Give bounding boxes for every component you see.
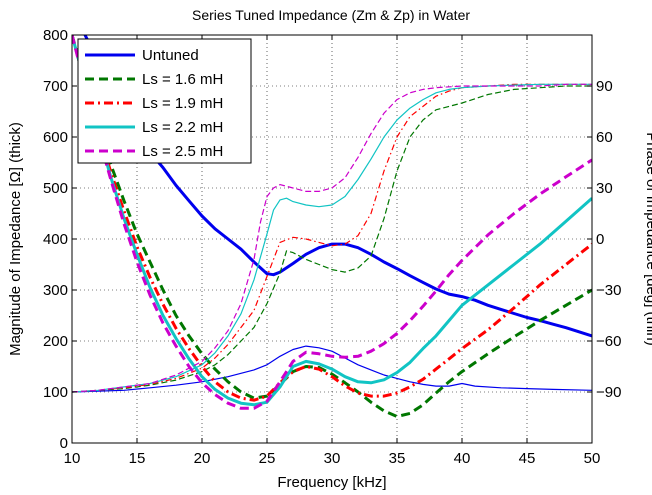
series-magnitude-untuned	[83, 35, 592, 338]
legend-label-ls-2-2-mh: Ls = 2.2 mH	[142, 119, 223, 136]
x-tick-label: 45	[519, 450, 536, 467]
chart-title: Series Tuned Impedance (Zm & Zp) in Wate…	[192, 7, 470, 23]
y-left-tick-label: 100	[43, 384, 68, 401]
y-left-tick-label: 500	[43, 180, 68, 197]
x-tick-label: 50	[584, 450, 601, 467]
y-left-tick-label: 700	[43, 78, 68, 95]
series-phase-ls-2-5-mh	[72, 83, 592, 393]
series-phase-ls-1-6-mh	[72, 85, 592, 393]
y-left-tick-label: 300	[43, 282, 68, 299]
legend-label-ls-2-5-mh: Ls = 2.5 mH	[142, 143, 223, 160]
x-tick-label: 10	[64, 450, 81, 467]
plot-series	[72, 35, 592, 418]
axis-ticks	[71, 34, 593, 444]
x-tick-label: 40	[454, 450, 471, 467]
series-magnitude-ls-2-5-mh	[72, 35, 592, 410]
series-magnitude-ls-1-6-mh	[72, 35, 592, 418]
y-left-axis-label: Magnitude of Impedance [Ω] (thick)	[7, 122, 24, 356]
x-tick-label: 30	[324, 450, 341, 467]
x-tick-label: 20	[194, 450, 211, 467]
legend-label-ls-1-6-mh: Ls = 1.6 mH	[142, 71, 223, 88]
y-right-tick-label: −30	[596, 282, 621, 299]
x-axis-tick-labels: 10 15 20 25 30 35 40 45 50	[64, 450, 601, 467]
y-left-axis-tick-labels: 0 100 200 300 400 500 600 700 800	[43, 27, 68, 452]
y-left-tick-label: 800	[43, 27, 68, 44]
legend-label-ls-1-9-mh: Ls = 1.9 mH	[142, 95, 223, 112]
x-tick-label: 15	[129, 450, 146, 467]
y-right-tick-label: 60	[596, 129, 613, 146]
y-left-tick-label: 400	[43, 231, 68, 248]
x-axis-label: Frequency [kHz]	[277, 474, 386, 491]
y-right-axis-label: Phase of Impedance [deg] (thin)	[643, 132, 652, 345]
y-right-axis-tick-labels: −90 −60 −30 0 30 60 90	[596, 78, 621, 401]
y-left-tick-label: 600	[43, 129, 68, 146]
series-magnitude-ls-2-2-mh	[72, 35, 592, 407]
legend-box	[77, 38, 252, 164]
y-left-tick-label: 0	[60, 435, 68, 452]
y-right-tick-label: −60	[596, 333, 621, 350]
y-right-tick-label: 90	[596, 78, 613, 95]
y-left-tick-label: 200	[43, 333, 68, 350]
legend-label-untuned: Untuned	[142, 47, 199, 64]
y-right-tick-label: 0	[596, 231, 604, 248]
x-tick-label: 25	[259, 450, 276, 467]
series-magnitude-ls-1-9-mh	[72, 35, 592, 402]
x-tick-label: 35	[389, 450, 406, 467]
series-phase-ls-2-2-mh	[72, 83, 592, 393]
legend: Untuned Ls = 1.6 mH Ls = 1.9 mH Ls = 2.2 mH…	[77, 38, 252, 164]
y-right-tick-label: 30	[596, 180, 613, 197]
y-right-tick-label: −90	[596, 384, 621, 401]
